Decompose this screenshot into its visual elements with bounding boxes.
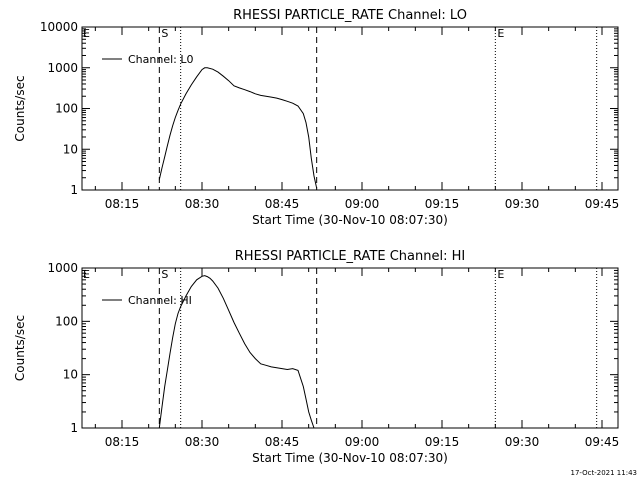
corner-mark: E [83,268,90,281]
y-tick-label: 1000 [47,61,78,75]
plot-frame [81,267,619,429]
x-tick-label: 09:00 [345,435,380,449]
y-tick-label: 10000 [40,20,78,34]
x-tick-label: 09:30 [505,435,540,449]
y-tick-label: 10 [63,142,78,156]
x-tick-label: 08:45 [265,197,300,211]
x-tick-label: 09:15 [425,197,460,211]
time-marker-label: S [161,268,168,281]
x-tick-label: 09:00 [345,197,380,211]
time-marker-label: S [161,27,168,40]
time-marker-label: E [497,27,504,40]
x-tick-label: 08:15 [105,435,140,449]
x-axis-label: Start Time (30-Nov-10 08:07:30) [252,451,448,465]
y-tick-label: 1 [70,183,78,197]
x-tick-label: 09:45 [585,435,620,449]
legend-label: Channel: HI [128,294,192,307]
y-tick-label: 1000 [47,261,78,275]
series-line [158,275,315,429]
legend-label: Channel: L0 [128,53,194,66]
y-axis-label: Counts/sec [13,75,27,141]
x-tick-label: 08:30 [185,197,220,211]
chart-panel-hi: RHESSI PARTICLE_RATE Channel: HI Start Ti… [13,249,619,465]
x-tick-label: 08:45 [265,435,300,449]
x-tick-label: 09:45 [585,197,620,211]
y-tick-label: 1 [70,421,78,435]
y-axis-label: Counts/sec [13,315,27,381]
y-tick-label: 100 [55,102,78,116]
corner-mark: E [83,27,90,40]
y-tick-label: 100 [55,314,78,328]
y-tick-label: 10 [63,368,78,382]
time-marker-label: E [497,268,504,281]
x-tick-label: 09:15 [425,435,460,449]
footer-timestamp: 17-Oct-2021 11:43 [571,469,637,477]
x-tick-label: 08:15 [105,197,140,211]
series-line [158,67,318,189]
chart-title: RHESSI PARTICLE_RATE Channel: LO [233,8,467,23]
chart-title: RHESSI PARTICLE_RATE Channel: HI [235,249,465,264]
x-tick-label: 08:30 [185,435,220,449]
x-tick-label: 09:30 [505,197,540,211]
x-axis-label: Start Time (30-Nov-10 08:07:30) [252,213,448,227]
chart-panel-lo: RHESSI PARTICLE_RATE Channel: LO Start Ti… [13,8,619,227]
